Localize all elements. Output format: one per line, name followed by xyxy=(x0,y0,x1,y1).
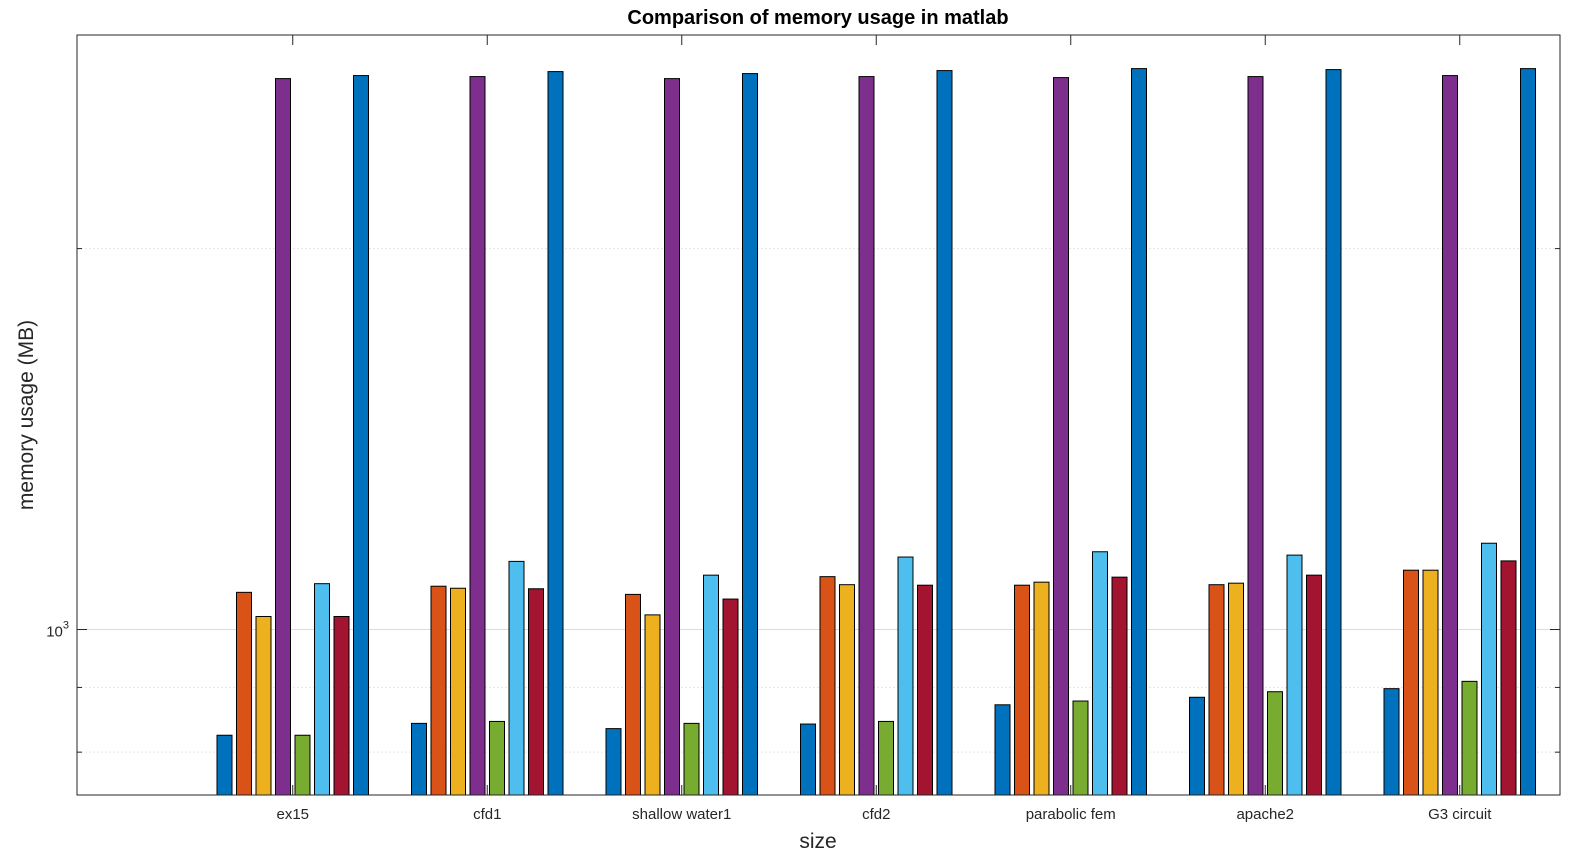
bar xyxy=(625,593,641,796)
x-tick-label: G3 circuit xyxy=(1428,806,1492,823)
bar xyxy=(664,78,680,796)
bar xyxy=(897,556,914,796)
x-tick-label: ex15 xyxy=(276,806,309,823)
axis-ticks: 103 ex15 cfd1 shallow water1 cfd2 parabolic f… xyxy=(46,35,1560,823)
bar xyxy=(411,722,427,796)
bar xyxy=(450,587,466,796)
x-tick-label: cfd1 xyxy=(473,806,501,823)
bar xyxy=(644,614,661,796)
x-tick-label: parabolic fem xyxy=(1026,806,1116,823)
bar xyxy=(936,70,953,796)
x-axis-label: size xyxy=(799,830,836,853)
bar xyxy=(1267,691,1283,796)
bar xyxy=(489,720,505,796)
bar xyxy=(605,728,622,796)
bar xyxy=(1014,584,1030,796)
chart-title: Comparison of memory usage in matlab xyxy=(627,7,1008,29)
bar xyxy=(1092,551,1108,796)
bar xyxy=(1033,581,1050,796)
bar xyxy=(236,591,252,796)
bar xyxy=(1383,688,1400,796)
bar xyxy=(1072,700,1089,796)
bar xyxy=(255,615,272,796)
bar xyxy=(547,71,564,796)
bar xyxy=(683,722,700,796)
bar xyxy=(917,584,933,796)
bar xyxy=(1325,69,1342,796)
plot-area-frame xyxy=(76,34,1561,796)
x-tick-label: shallow water1 xyxy=(632,806,731,823)
bar xyxy=(1131,68,1147,796)
bar xyxy=(1461,680,1478,796)
bar xyxy=(353,75,369,796)
bar xyxy=(703,574,719,796)
x-tick-label: cfd2 xyxy=(862,806,890,823)
bar xyxy=(314,583,330,796)
bar xyxy=(469,76,486,796)
bar xyxy=(508,560,525,796)
bar xyxy=(1481,542,1497,796)
bar xyxy=(1247,76,1264,796)
bar xyxy=(722,598,739,796)
bar xyxy=(1422,569,1439,796)
y-axis-label: memory usage (MB) xyxy=(15,320,38,510)
bar xyxy=(1520,68,1536,796)
bar xyxy=(858,76,875,796)
bar xyxy=(1111,576,1128,796)
x-tick-label: apache2 xyxy=(1236,806,1294,823)
bar xyxy=(878,720,894,796)
bar xyxy=(1286,554,1303,796)
bar xyxy=(275,78,291,796)
bar xyxy=(1500,560,1517,796)
bar xyxy=(819,576,836,796)
bar xyxy=(1228,582,1244,796)
bar xyxy=(216,734,233,796)
bar xyxy=(333,615,350,796)
bar xyxy=(528,588,544,796)
bar xyxy=(1053,77,1069,796)
bar xyxy=(839,584,855,796)
bars-group xyxy=(216,68,1536,796)
bar xyxy=(994,704,1011,796)
bar xyxy=(1442,75,1458,796)
bar xyxy=(1306,574,1322,796)
bar xyxy=(1403,569,1419,796)
bar xyxy=(800,723,816,796)
bar xyxy=(1189,696,1205,796)
bar xyxy=(430,585,447,796)
bar xyxy=(742,73,758,796)
bar xyxy=(294,734,311,796)
bar xyxy=(1208,584,1225,796)
y-tick-label: 103 xyxy=(46,620,69,641)
